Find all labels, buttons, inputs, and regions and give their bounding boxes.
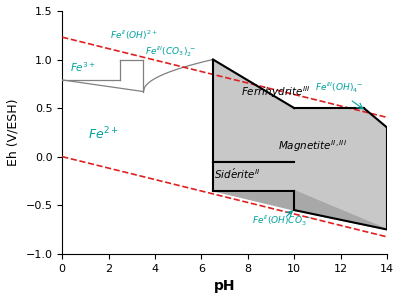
Text: $Magnetite^{II,III}$: $Magnetite^{II,III}$ — [278, 138, 347, 154]
Y-axis label: Eh (V/ESH): Eh (V/ESH) — [7, 99, 20, 166]
Text: $Fe^{III}(CO_3)_2^{\ -}$: $Fe^{III}(CO_3)_2^{\ -}$ — [145, 44, 196, 59]
Text: $Fe^{III}(OH)_4^{\ -}$: $Fe^{III}(OH)_4^{\ -}$ — [315, 80, 363, 95]
Text: $Fe^{3+}$: $Fe^{3+}$ — [70, 60, 97, 74]
Text: $Fe^{2+}$: $Fe^{2+}$ — [88, 126, 119, 142]
Polygon shape — [213, 59, 387, 230]
Polygon shape — [213, 161, 387, 230]
Text: $Fe^{II}(OH)CO_3^{\ -}$: $Fe^{II}(OH)CO_3^{\ -}$ — [253, 213, 312, 228]
Text: $Sid\acute{e}rite^{II}$: $Sid\acute{e}rite^{II}$ — [214, 167, 261, 181]
Text: $Ferrihydrite^{III}$: $Ferrihydrite^{III}$ — [241, 85, 310, 101]
X-axis label: pH: pH — [214, 279, 235, 293]
Text: $Fe^{II}(OH)^{2+}$: $Fe^{II}(OH)^{2+}$ — [110, 29, 158, 42]
Polygon shape — [213, 161, 294, 190]
